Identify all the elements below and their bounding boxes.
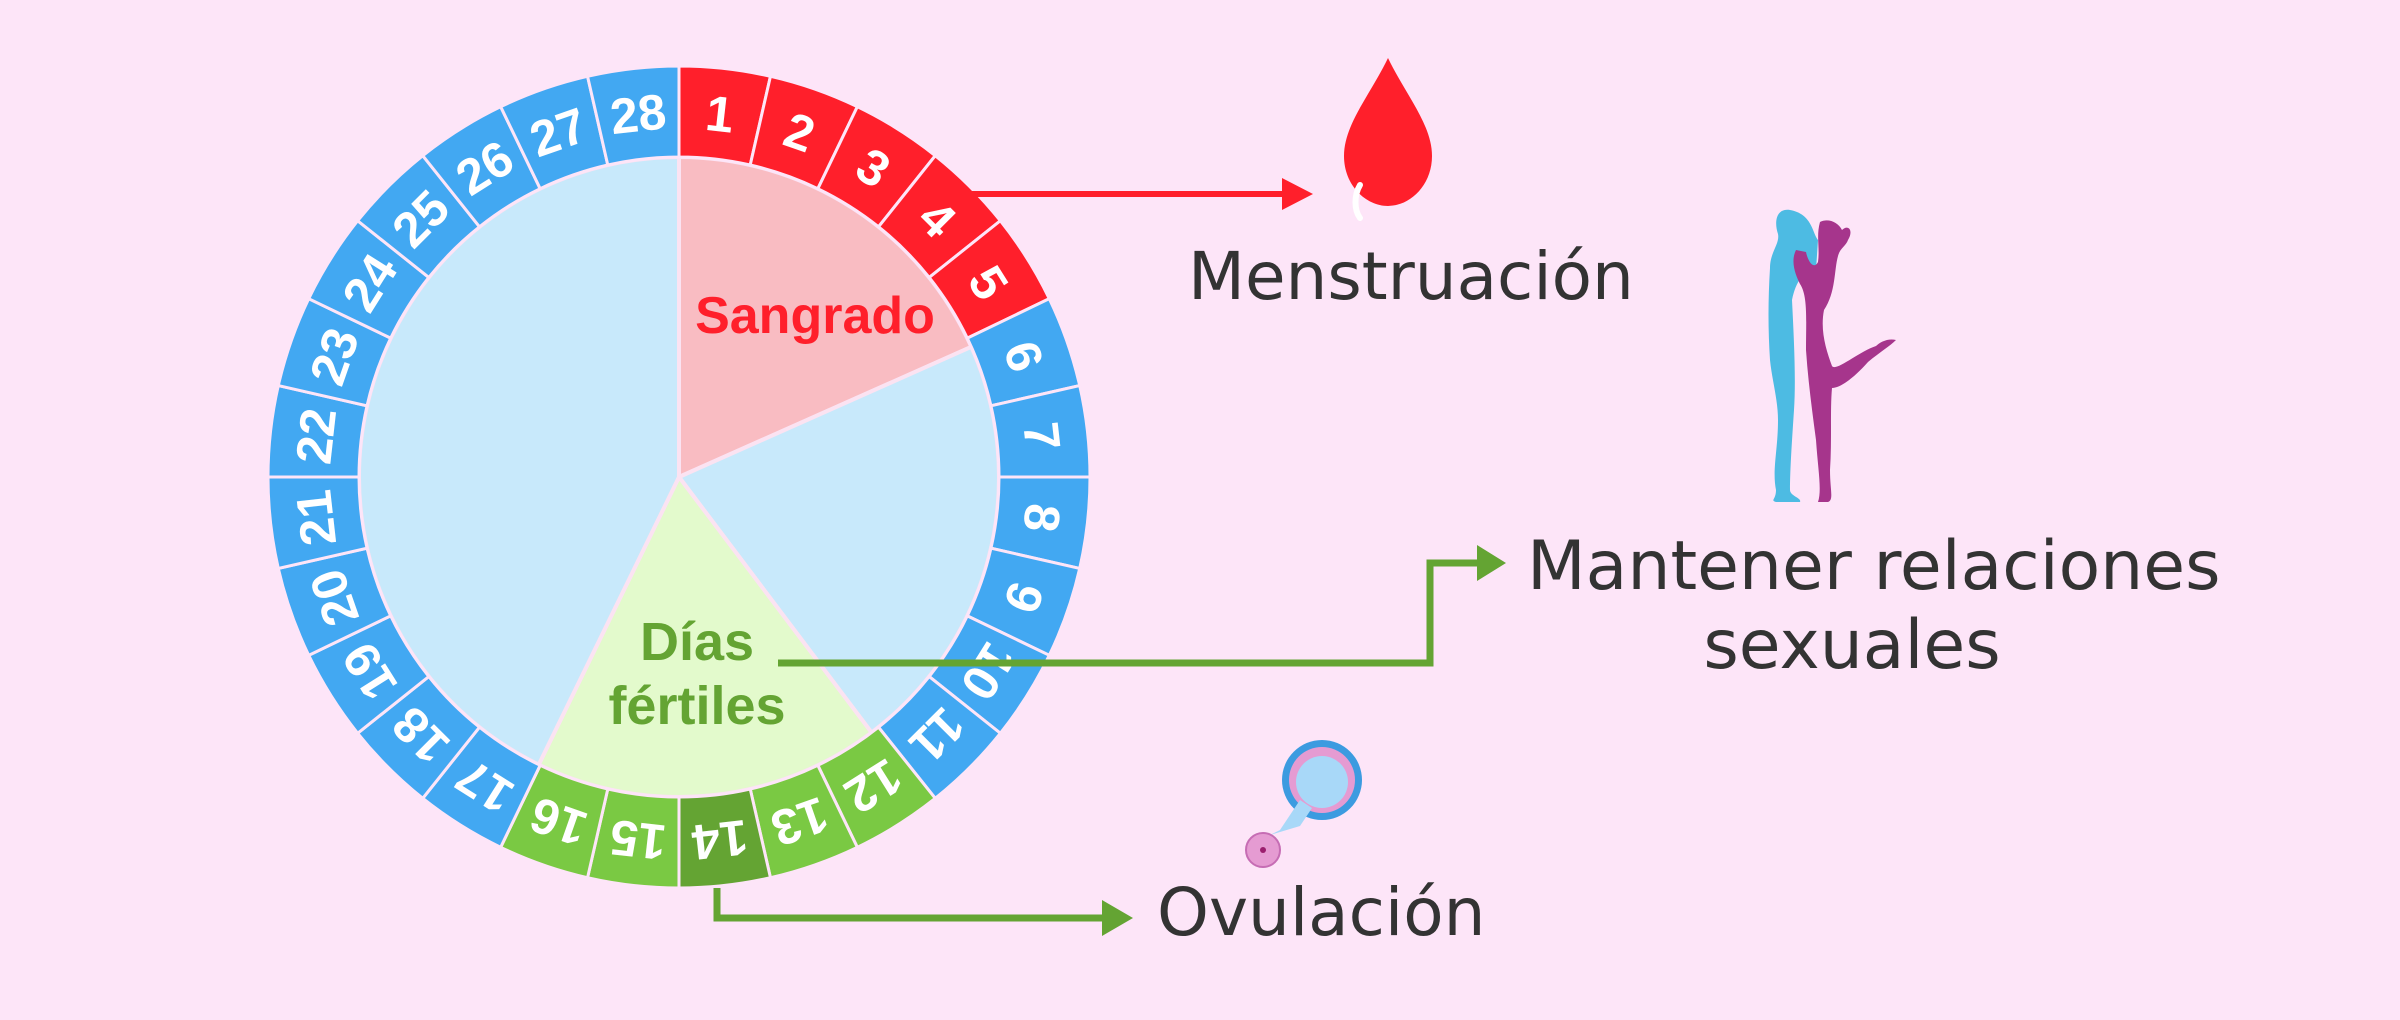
fertile-sector-label-line2: fértiles	[608, 676, 785, 736]
intercourse-label-line1: Mantener relaciones	[1527, 527, 2221, 606]
intercourse-arrow	[778, 545, 1506, 667]
bleeding-sector-label: Sangrado	[695, 287, 935, 345]
pie-sectors	[357, 154, 1001, 799]
day-number-22: 22	[285, 405, 347, 467]
day-ring: 1 234567891011121314151617181920212223242…	[266, 64, 1092, 890]
day-number-14: 14	[689, 809, 751, 871]
menstruation-label: Menstruación	[1188, 238, 1634, 315]
ovulation-arrow	[713, 888, 1133, 936]
menstruation-arrow	[933, 178, 1313, 210]
day-number-1: 1	[703, 85, 737, 144]
ovum-icon	[1245, 740, 1362, 868]
day-number-7: 7	[1012, 419, 1071, 453]
day-number-28: 28	[607, 83, 669, 145]
ovulation-label: Ovulación	[1157, 874, 1486, 951]
blood-drop-icon	[1344, 57, 1432, 221]
day-number-8: 8	[1012, 501, 1071, 535]
day-number-21: 21	[285, 487, 347, 549]
intercourse-label-line2: sexuales	[1703, 606, 2001, 685]
day-number-15: 15	[607, 809, 669, 871]
couple-kissing-icon	[1768, 209, 1896, 502]
day-segment-28	[585, 64, 681, 167]
fertile-sector-label-line1: Días	[640, 612, 754, 672]
